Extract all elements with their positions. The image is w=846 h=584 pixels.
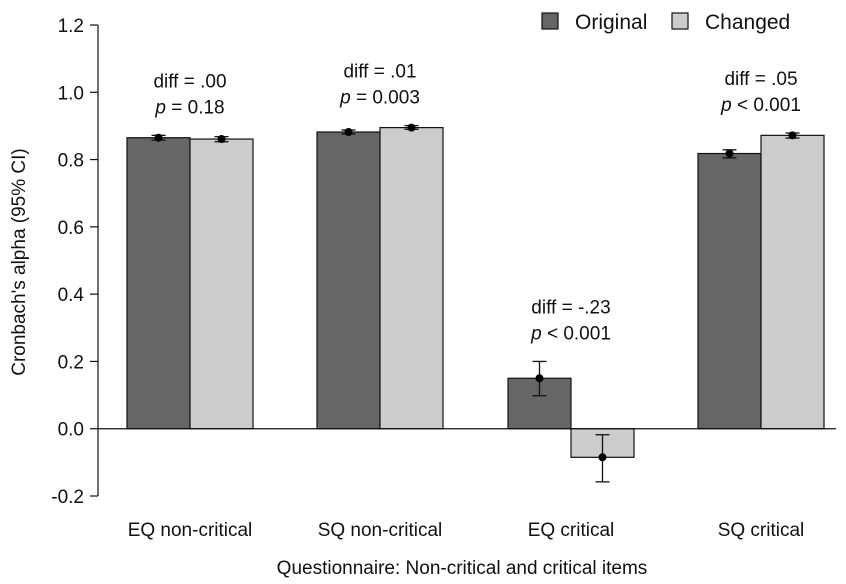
- annotation-diff: diff = .05: [724, 69, 797, 90]
- point-estimate: [154, 133, 163, 142]
- legend-label-original: Original: [575, 11, 647, 34]
- annotation-p-symbol: p: [720, 95, 732, 116]
- x-axis: EQ non-critical SQ non-critical EQ critica…: [128, 520, 805, 541]
- point-estimate: [407, 123, 416, 132]
- x-category-label: SQ non-critical: [318, 520, 443, 541]
- legend: Original Changed: [541, 11, 790, 34]
- annotation-p-symbol: p: [154, 97, 166, 118]
- point-estimate: [725, 149, 734, 158]
- x-axis-title: Questionnaire: Non-critical and critical…: [277, 558, 648, 579]
- point-estimate: [598, 453, 607, 462]
- y-tick-label: 0.0: [58, 420, 84, 441]
- y-axis: -0.2 0.0 0.2 0.4 0.6 0.8 1.0 1.2: [51, 16, 99, 508]
- x-category-label: EQ critical: [528, 520, 615, 541]
- error-bars: [151, 123, 800, 483]
- x-category-label: SQ critical: [718, 520, 805, 541]
- annotation-diff: diff = .01: [343, 62, 416, 83]
- point-estimate: [535, 374, 544, 383]
- y-tick-label: 0.6: [58, 218, 84, 239]
- y-tick-label: 0.2: [58, 352, 84, 373]
- annotation-p-symbol: p: [530, 323, 542, 344]
- bar-original-2: [316, 131, 381, 430]
- bar-original-4: [697, 152, 762, 430]
- legend-swatch-changed: [671, 12, 689, 30]
- annotation-p: p = 0.18: [154, 97, 224, 118]
- bar-changed-4: [760, 134, 825, 430]
- y-tick-label: 1.0: [58, 83, 84, 104]
- annotation-p-value: = 0.18: [166, 97, 225, 118]
- annotation-diff: diff = .00: [153, 71, 226, 92]
- bar-changed-1: [189, 138, 254, 430]
- bar-original-1: [126, 137, 191, 430]
- y-tick-label: 0.8: [58, 151, 84, 172]
- legend-label-changed: Changed: [705, 11, 790, 34]
- annotation-p: p < 0.001: [720, 95, 801, 116]
- annotation-p-value: < 0.001: [732, 95, 801, 116]
- annotation-p: p = 0.003: [339, 88, 420, 109]
- y-axis-title: Cronbach's alpha (95% CI): [9, 148, 30, 376]
- annotation-p-value: < 0.001: [542, 323, 611, 344]
- point-estimate: [217, 135, 226, 144]
- annotation-p: p < 0.001: [530, 323, 611, 344]
- point-estimate: [788, 131, 797, 140]
- x-category-label: EQ non-critical: [128, 520, 253, 541]
- y-tick-label: 1.2: [58, 16, 84, 37]
- point-estimate: [344, 127, 353, 136]
- annotations: diff = .00 p = 0.18 diff = .01 p = 0.003 dif…: [153, 62, 800, 345]
- y-tick-label: -0.2: [51, 487, 84, 508]
- y-tick-label: 0.4: [58, 285, 85, 306]
- annotation-p-value: = 0.003: [351, 88, 420, 109]
- bar-changed-2: [379, 127, 444, 430]
- legend-swatch-original: [541, 12, 559, 30]
- annotation-diff: diff = -.23: [531, 297, 610, 318]
- bars: [98, 127, 836, 458]
- annotation-p-symbol: p: [339, 88, 351, 109]
